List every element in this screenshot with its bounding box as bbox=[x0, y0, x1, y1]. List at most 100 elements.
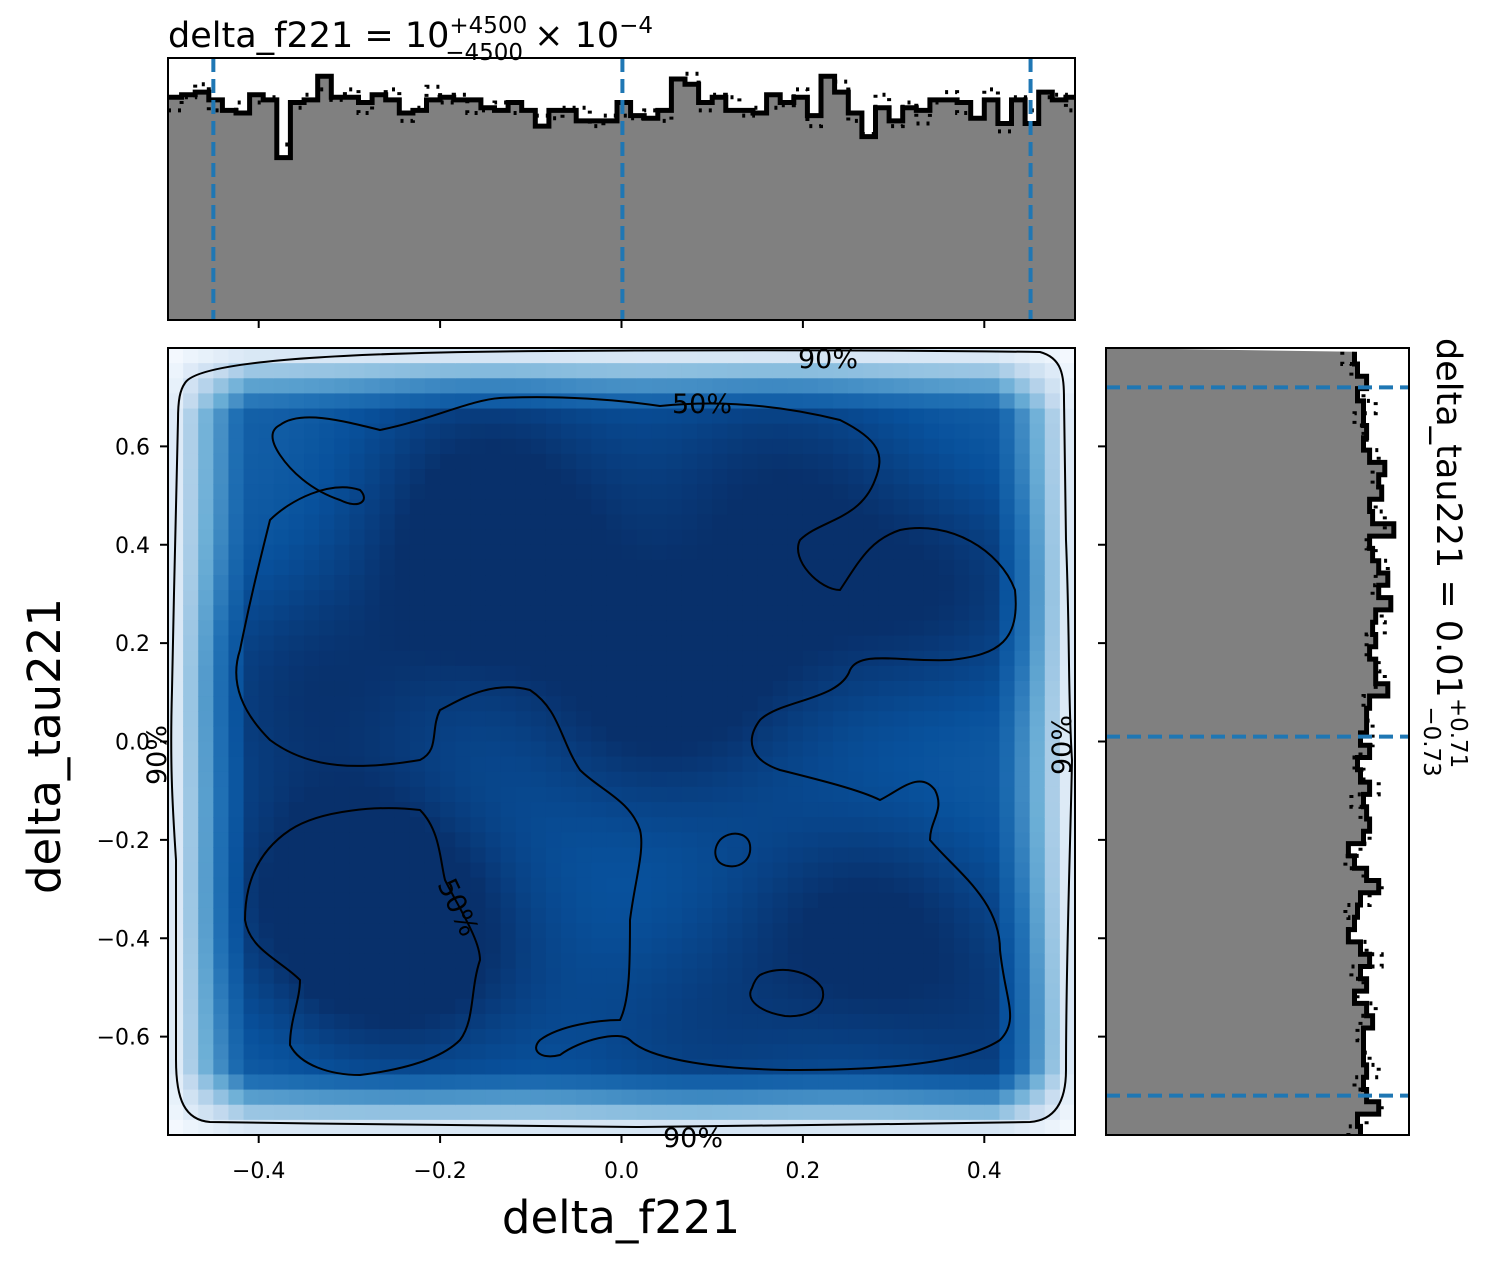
heatmap-cell bbox=[848, 1074, 864, 1091]
heatmap-cell bbox=[1029, 1059, 1046, 1076]
heatmap-cell bbox=[455, 1059, 471, 1076]
heatmap-cell bbox=[304, 968, 320, 985]
heatmap-cell bbox=[984, 756, 1001, 773]
heatmap-cell bbox=[334, 696, 350, 712]
heatmap-cell bbox=[636, 575, 653, 591]
heatmap-cell bbox=[666, 953, 683, 970]
heatmap-cell bbox=[681, 817, 698, 833]
heatmap-cell bbox=[742, 559, 759, 576]
heatmap-cell bbox=[954, 665, 970, 682]
heatmap-cell bbox=[591, 802, 607, 818]
heatmap-cell bbox=[681, 953, 698, 970]
heatmap-cell bbox=[500, 847, 517, 864]
heatmap-cell bbox=[787, 393, 804, 410]
heatmap-cell bbox=[409, 938, 426, 954]
heatmap-cell bbox=[606, 1013, 623, 1030]
heatmap-cell bbox=[364, 983, 381, 1000]
heatmap-cell bbox=[772, 544, 789, 561]
heatmap-cell bbox=[394, 938, 411, 954]
heatmap-cell bbox=[863, 938, 880, 954]
heatmap-cell bbox=[1029, 711, 1046, 727]
heatmap-cell bbox=[818, 1089, 834, 1106]
heatmap-cell bbox=[319, 1074, 335, 1091]
heatmap-cell bbox=[1044, 393, 1061, 410]
heatmap-cell bbox=[561, 453, 577, 470]
heatmap-cell bbox=[515, 544, 532, 561]
heatmap-cell bbox=[636, 1089, 653, 1106]
heatmap-cell bbox=[697, 514, 713, 531]
heatmap-cell bbox=[1059, 635, 1075, 652]
heatmap-cell bbox=[984, 650, 1001, 667]
heatmap-cell bbox=[772, 680, 789, 697]
heatmap-cell bbox=[349, 650, 366, 667]
heatmap-cell bbox=[757, 892, 774, 909]
heatmap-cell bbox=[833, 378, 849, 394]
heatmap-cell bbox=[697, 862, 713, 879]
heatmap-cell bbox=[802, 680, 819, 697]
heatmap-cell bbox=[168, 665, 184, 682]
heatmap-cell bbox=[712, 1029, 728, 1045]
heatmap-cell bbox=[666, 544, 683, 561]
heatmap-cell bbox=[515, 741, 532, 758]
heatmap-cell bbox=[364, 923, 381, 939]
heatmap-cell bbox=[409, 1074, 426, 1091]
heatmap-cell bbox=[1044, 665, 1061, 682]
heatmap-cell bbox=[530, 484, 547, 500]
heatmap-cell bbox=[893, 544, 910, 561]
heatmap-cell bbox=[334, 393, 350, 410]
heatmap-cell bbox=[349, 453, 366, 470]
heatmap-cell bbox=[878, 923, 895, 939]
right-histogram-step bbox=[1345, 351, 1397, 1135]
heatmap-cell bbox=[198, 1104, 214, 1121]
heatmap-cell bbox=[742, 1029, 759, 1045]
heatmap-cell bbox=[893, 771, 910, 788]
heatmap-cell bbox=[440, 665, 456, 682]
heatmap-cell bbox=[848, 544, 864, 561]
heatmap-cell bbox=[1014, 923, 1031, 939]
heatmap-cell bbox=[213, 877, 230, 894]
heatmap-cell bbox=[621, 635, 638, 652]
heatmap-cell bbox=[349, 1013, 366, 1030]
heatmap-cell bbox=[757, 378, 774, 394]
heatmap-cell bbox=[712, 665, 728, 682]
heatmap-cell bbox=[424, 968, 441, 985]
heatmap-cell bbox=[742, 453, 759, 470]
heatmap-cell bbox=[379, 423, 396, 440]
heatmap-cell bbox=[258, 680, 275, 697]
heatmap-cell bbox=[999, 726, 1016, 743]
heatmap-cell bbox=[561, 393, 577, 410]
heatmap-cell bbox=[1029, 892, 1046, 909]
heatmap-cell bbox=[258, 348, 275, 364]
heatmap-cell bbox=[1029, 635, 1046, 652]
heatmap-cell bbox=[409, 544, 426, 561]
heatmap-cell bbox=[636, 438, 653, 455]
heatmap-cell bbox=[727, 605, 744, 622]
heatmap-cell bbox=[666, 363, 683, 379]
heatmap-cell bbox=[440, 635, 456, 652]
heatmap-cell bbox=[576, 484, 592, 500]
heatmap-cell bbox=[545, 726, 562, 743]
heatmap-cell bbox=[1014, 756, 1031, 773]
heatmap-cell bbox=[379, 1074, 396, 1091]
heatmap-cell bbox=[863, 1119, 880, 1135]
heatmap-cell bbox=[636, 499, 653, 516]
heatmap-cell bbox=[470, 348, 487, 364]
heatmap-cell bbox=[485, 363, 502, 379]
heatmap-cell bbox=[183, 620, 199, 637]
heatmap-cell bbox=[727, 877, 744, 894]
heatmap-cell bbox=[1014, 680, 1031, 697]
heatmap-cell bbox=[304, 832, 320, 849]
heatmap-cell bbox=[530, 363, 547, 379]
heatmap-cell bbox=[183, 817, 199, 833]
heatmap-cell bbox=[681, 983, 698, 1000]
heatmap-cell bbox=[938, 1059, 955, 1076]
heatmap-cell bbox=[485, 575, 502, 591]
heatmap-cell bbox=[893, 907, 910, 924]
heatmap-cell bbox=[757, 832, 774, 849]
heatmap-cell bbox=[878, 605, 895, 622]
heatmap-cell bbox=[379, 620, 396, 637]
heatmap-cell bbox=[198, 877, 214, 894]
top-marginal-panel: delta_f221 = 10+4500 −4500 × 10−4 bbox=[167, 13, 1076, 328]
heatmap-cell bbox=[878, 998, 895, 1015]
heatmap-cell bbox=[530, 514, 547, 531]
